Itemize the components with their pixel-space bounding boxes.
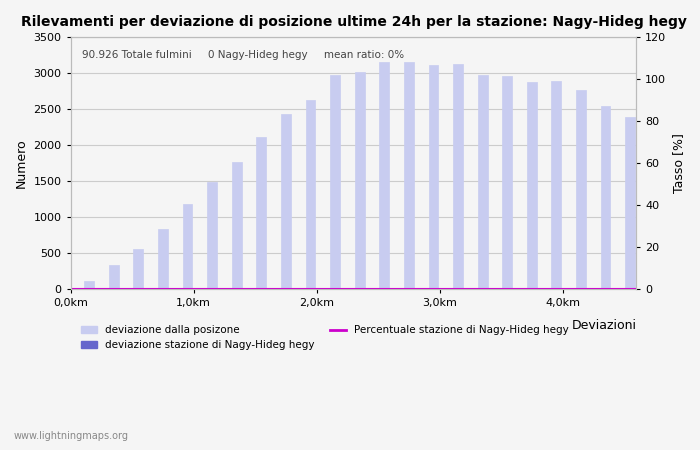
- Bar: [134, 249, 143, 289]
- Bar: [108, 266, 119, 289]
- Bar: [183, 204, 193, 289]
- Bar: [207, 182, 217, 289]
- Bar: [552, 81, 561, 289]
- Bar: [281, 114, 290, 289]
- Bar: [601, 106, 610, 289]
- Bar: [477, 75, 487, 289]
- Text: www.lightningmaps.org: www.lightningmaps.org: [14, 431, 129, 441]
- Bar: [428, 65, 438, 289]
- Bar: [503, 76, 512, 289]
- Bar: [527, 82, 537, 289]
- Bar: [158, 230, 168, 289]
- Y-axis label: Numero: Numero: [15, 138, 28, 188]
- Legend: deviazione dalla posizone, deviazione stazione di Nagy-Hideg hegy, Percentuale s: deviazione dalla posizone, deviazione st…: [77, 321, 573, 355]
- Title: Rilevamenti per deviazione di posizione ultime 24h per la stazione: Nagy-Hideg h: Rilevamenti per deviazione di posizione …: [20, 15, 687, 29]
- Y-axis label: Tasso [%]: Tasso [%]: [672, 133, 685, 193]
- Text: Deviazioni: Deviazioni: [571, 320, 636, 333]
- Bar: [379, 62, 389, 289]
- Bar: [404, 62, 414, 289]
- Bar: [305, 100, 316, 289]
- Bar: [84, 280, 94, 289]
- Text: 90.926 Totale fulmini     0 Nagy-Hideg hegy     mean ratio: 0%: 90.926 Totale fulmini 0 Nagy-Hideg hegy …: [82, 50, 404, 60]
- Bar: [625, 117, 635, 289]
- Bar: [232, 162, 242, 289]
- Bar: [453, 64, 463, 289]
- Bar: [256, 137, 266, 289]
- Bar: [330, 75, 340, 289]
- Bar: [355, 72, 365, 289]
- Bar: [576, 90, 586, 289]
